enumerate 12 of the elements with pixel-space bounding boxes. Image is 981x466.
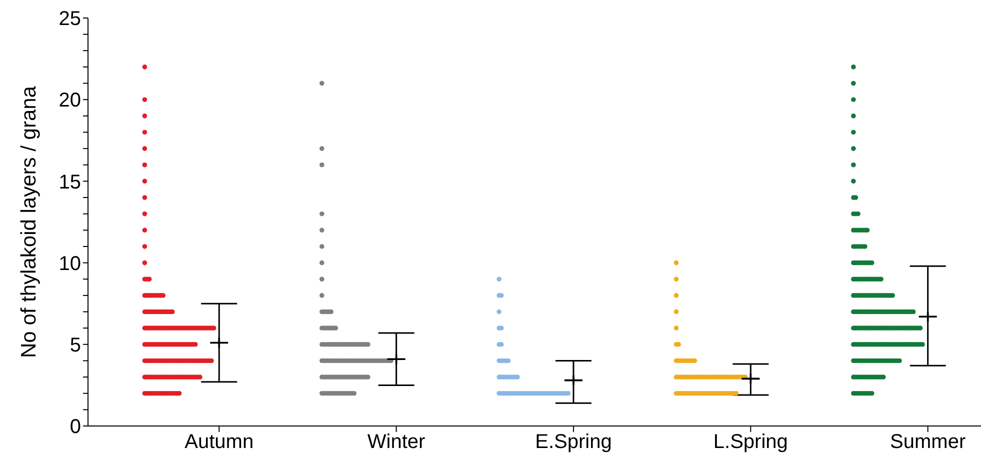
x-tick-label: Winter (367, 431, 426, 454)
y-axis-title: No of thylakoid layers / grana (17, 86, 40, 358)
x-tick-label: E.Spring (535, 431, 612, 454)
x-tick-label: Autumn (184, 431, 254, 454)
y-tick-label: 25 (58, 8, 81, 30)
x-tick-label: Summer (890, 431, 966, 454)
y-tick-label: 15 (58, 171, 81, 194)
y-tick-label: 5 (70, 334, 81, 356)
y-tick-label: 20 (58, 90, 81, 112)
y-tick-label: 0 (70, 416, 81, 438)
y-tick-label: 10 (58, 252, 81, 275)
x-tick-label: L.Spring (713, 431, 788, 454)
